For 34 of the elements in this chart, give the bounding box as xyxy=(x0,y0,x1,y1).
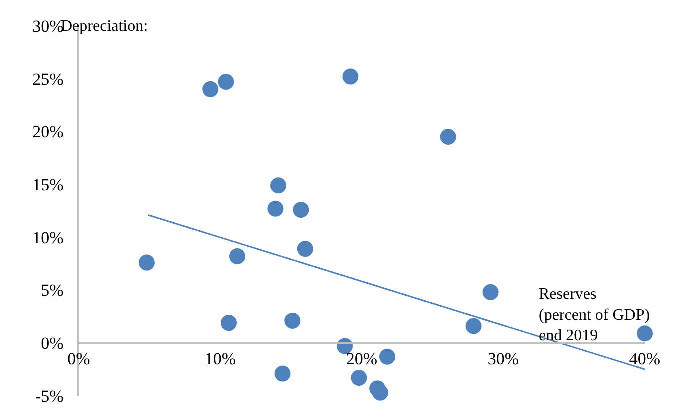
point xyxy=(293,202,310,218)
point xyxy=(274,366,291,382)
point xyxy=(220,315,237,332)
point xyxy=(482,284,499,300)
point xyxy=(342,68,359,85)
point xyxy=(218,74,234,90)
point xyxy=(372,384,388,401)
y-tick-label: 5% xyxy=(41,281,64,300)
y-tick-label: 20% xyxy=(32,122,64,142)
x-tick-label: 10% xyxy=(204,349,236,368)
x-tick-label: 40% xyxy=(629,349,661,368)
x-tick-label: 20% xyxy=(346,349,378,368)
point xyxy=(637,326,653,342)
point xyxy=(229,248,246,264)
point xyxy=(284,312,301,329)
point xyxy=(440,129,456,145)
point xyxy=(466,318,482,334)
point xyxy=(351,370,368,386)
x-tick-label: 30% xyxy=(488,349,520,368)
x-axis-title: Reserves (percent of GDP) end 2019 xyxy=(539,286,650,345)
point xyxy=(202,81,219,98)
y-tick-label: -5% xyxy=(36,386,64,406)
point xyxy=(297,241,314,258)
point xyxy=(379,348,396,365)
y-tick-label: 30% xyxy=(32,16,64,36)
y-tick-label: 25% xyxy=(32,70,64,89)
y-tick-label: 0% xyxy=(41,334,64,354)
point xyxy=(138,254,155,271)
y-tick-label: 10% xyxy=(32,228,64,248)
y-axis-title: Depreciation: xyxy=(61,18,148,35)
point xyxy=(270,178,287,194)
x-tick-label: 0% xyxy=(68,349,90,368)
y-tick-label: 15% xyxy=(32,176,64,195)
point xyxy=(268,200,284,217)
